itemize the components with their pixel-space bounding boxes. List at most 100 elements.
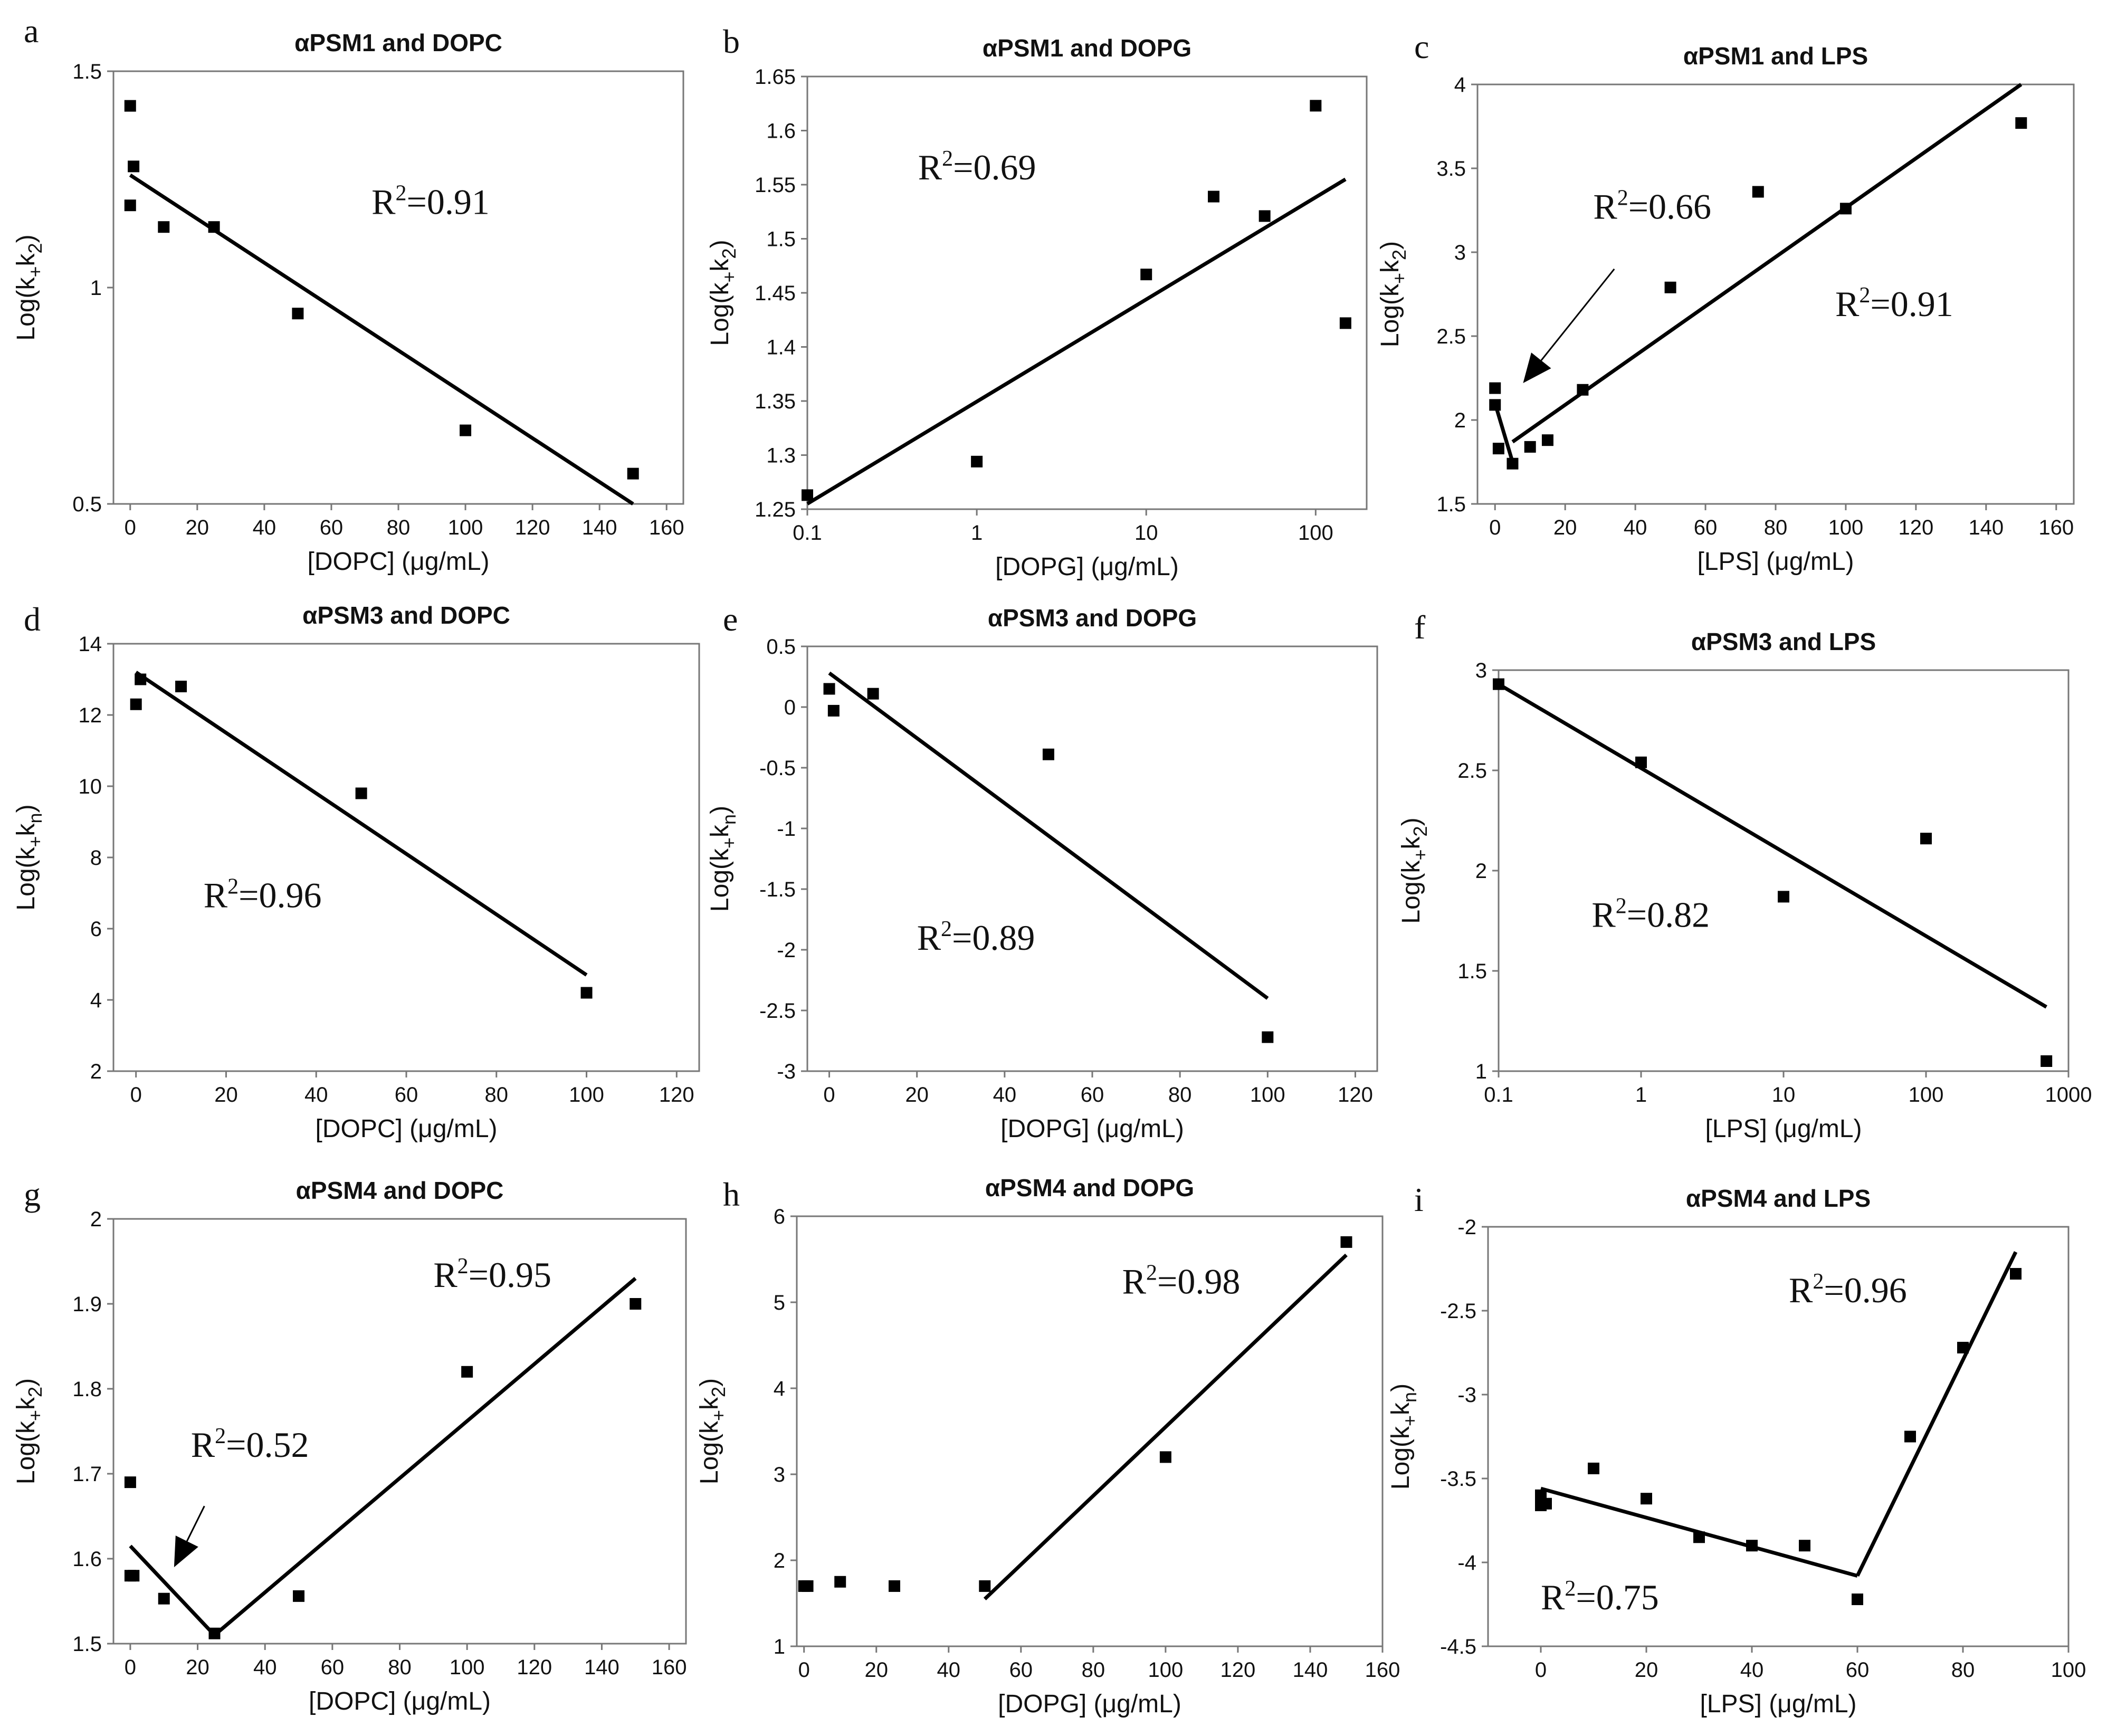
panel-letter: i (1414, 1181, 1424, 1218)
x-axis-label: [DOPG] (μg/mL) (998, 1690, 1181, 1718)
y-tick-label: 1.5 (72, 1633, 102, 1656)
y-tick-label: 3 (774, 1463, 785, 1486)
r-squared-annotation: R2=0.52 (191, 1424, 309, 1465)
x-tick-label: 1000 (2045, 1083, 2092, 1107)
y-tick-label: -2.5 (1440, 1300, 1476, 1323)
x-tick-label: 60 (1009, 1658, 1033, 1682)
x-tick-label: 100 (1148, 1658, 1184, 1682)
x-tick-label: 60 (1846, 1658, 1870, 1682)
data-point (1541, 434, 1553, 446)
panel-letter: d (24, 600, 41, 638)
panel-g: g αPSM4 and DOPC 0 20 40 60 80 100 120 140 160 1.5 1… (12, 1176, 687, 1715)
x-tick-label: 0 (125, 1656, 136, 1679)
data-point (135, 673, 147, 685)
data-point (1524, 441, 1536, 453)
annotation-arrow-head (174, 1535, 198, 1568)
data-point (627, 468, 639, 480)
x-tick-label: 20 (186, 1656, 209, 1679)
y-tick-label: 1.6 (72, 1548, 102, 1571)
x-tick-label: 40 (304, 1083, 328, 1107)
x-tick-label: 140 (1968, 516, 2004, 539)
plot-frame (806, 645, 1378, 1072)
y-tick-label: 4 (774, 1377, 785, 1400)
x-tick-label: 100 (1828, 516, 1864, 539)
x-tick-label: 0.1 (1484, 1083, 1513, 1107)
data-point (1540, 1497, 1552, 1510)
x-tick-label: 40 (1740, 1658, 1764, 1682)
y-tick-label: -2 (1457, 1216, 1476, 1239)
y-tick-label: 4 (1454, 73, 1466, 97)
y-axis-label: Log(k+k2) (695, 1378, 729, 1484)
chart-title: αPSM1 and DOPC (294, 29, 502, 56)
data-point (1799, 1540, 1810, 1552)
y-tick-label: 0 (784, 696, 796, 719)
plot-frame (112, 643, 700, 1072)
regression-line (828, 671, 1269, 1000)
data-point (175, 681, 187, 692)
x-tick-label: 100 (1298, 521, 1333, 545)
x-tick-label: 120 (1221, 1658, 1256, 1682)
y-tick-label: 8 (90, 846, 102, 870)
data-point (630, 1298, 642, 1310)
x-tick-label: 10 (1134, 521, 1158, 545)
plot-frame (1476, 83, 2075, 505)
x-tick-label: 80 (1764, 516, 1788, 539)
chart-title: αPSM1 and DOPG (983, 34, 1191, 62)
data-point (1577, 384, 1589, 396)
x-axis-label: [DOPG] (μg/mL) (1000, 1115, 1184, 1143)
x-tick-label: 100 (2051, 1658, 2086, 1682)
y-tick-label: -2.5 (759, 999, 796, 1023)
x-tick-label: 120 (515, 516, 550, 539)
regression-line (983, 1253, 1348, 1600)
y-tick-label: -3.5 (1440, 1467, 1476, 1491)
x-tick-label: 0 (823, 1083, 835, 1107)
panel-d: d αPSM3 and DOPC 0 20 40 60 80 100 120 2 4 6 8 10 12 14… (12, 600, 700, 1143)
y-tick-label: 10 (79, 775, 102, 798)
x-tick-label: 40 (253, 516, 277, 539)
x-tick-label: 60 (321, 1656, 345, 1679)
plot-frame (1498, 669, 2070, 1072)
chart-title: αPSM3 and DOPC (302, 602, 510, 629)
data-point (2041, 1055, 2053, 1067)
r-squared-annotation: R2=0.96 (204, 875, 322, 915)
y-tick-label: -0.5 (759, 757, 796, 780)
y-tick-label: 1.65 (755, 65, 796, 89)
x-tick-label: 80 (1168, 1083, 1192, 1107)
plot-frame (806, 75, 1368, 510)
r-squared-annotation: R2=0.66 (1593, 186, 1711, 226)
data-point (2010, 1268, 2022, 1280)
x-tick-label: 1 (1635, 1083, 1647, 1107)
x-axis-label: [LPS] (μg/mL) (1705, 1115, 1862, 1143)
x-tick-label: 160 (652, 1656, 687, 1679)
y-axis-label: Log(k+k2) (12, 234, 46, 340)
x-axis-label: [DOPC] (μg/mL) (307, 548, 489, 576)
y-tick-label: 1.55 (755, 174, 796, 197)
x-tick-label: 100 (1909, 1083, 1944, 1107)
panel-letter: f (1414, 608, 1426, 646)
regression-line (1498, 682, 2047, 1009)
y-tick-label: -3 (1457, 1384, 1476, 1407)
data-point (1208, 190, 1220, 203)
y-axis-label: Log(k+k2) (1376, 241, 1410, 347)
x-tick-label: 20 (864, 1658, 888, 1682)
panel-a: a αPSM1 and DOPC 0 20 40 60 80 100 120 140 160 0.5 1… (12, 12, 684, 576)
data-point (1752, 186, 1764, 198)
data-point (1904, 1430, 1916, 1443)
data-point (461, 1366, 473, 1378)
data-point (1140, 269, 1152, 281)
chart-title: αPSM3 and DOPG (988, 604, 1197, 632)
panel-letter: a (24, 12, 39, 50)
y-tick-label: -4 (1457, 1551, 1476, 1575)
data-point (802, 489, 813, 501)
panel-letter: h (723, 1176, 740, 1213)
x-tick-label: 160 (649, 516, 684, 539)
x-tick-label: 40 (993, 1083, 1017, 1107)
x-tick-label: 0.1 (793, 521, 822, 545)
y-tick-label: 1.7 (72, 1463, 102, 1486)
regression-line (213, 1277, 637, 1637)
r-squared-annotation: R2=0.75 (1541, 1577, 1659, 1617)
y-tick-label: 6 (774, 1205, 785, 1228)
panel-letter: c (1414, 28, 1429, 65)
y-tick-label: 12 (79, 704, 102, 727)
panel-letter: e (723, 600, 738, 638)
